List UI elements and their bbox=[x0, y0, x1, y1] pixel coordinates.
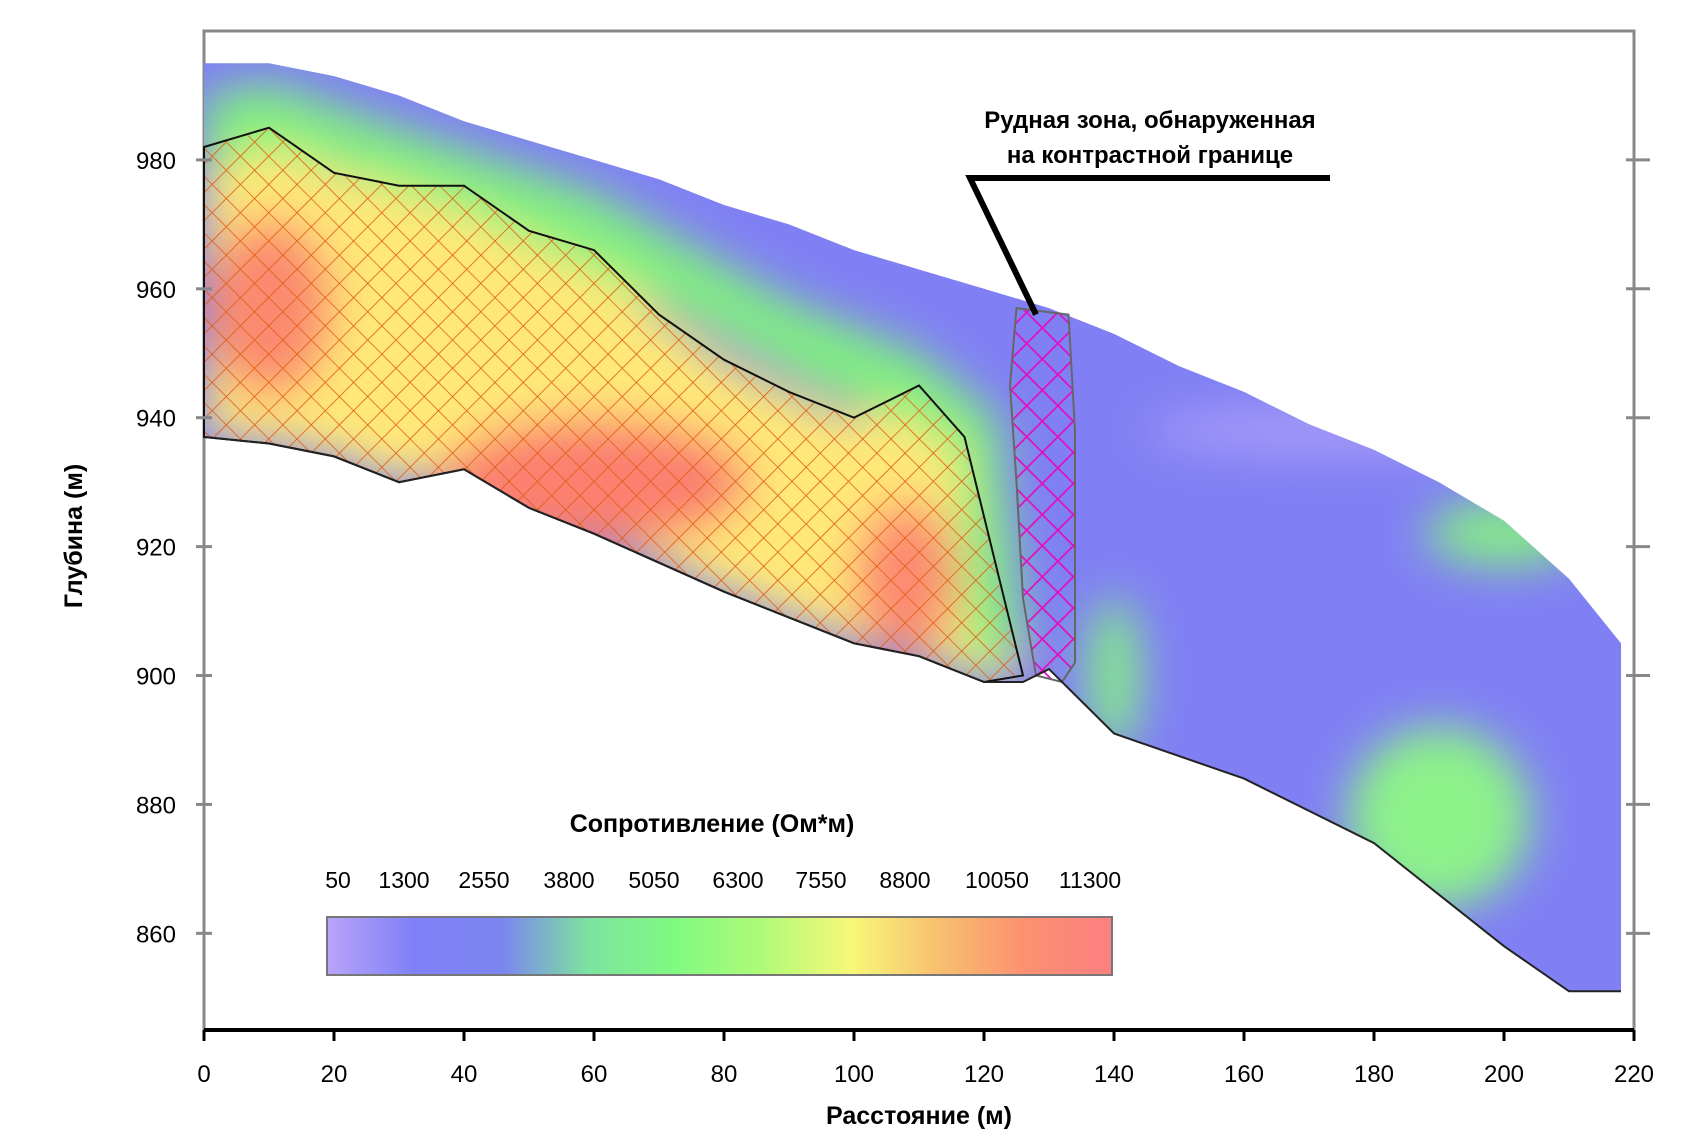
y-tick-label: 960 bbox=[136, 277, 176, 304]
colorbar-label: 3800 bbox=[543, 867, 594, 893]
annotation-line-2: на контрастной границе bbox=[1007, 142, 1293, 169]
y-tick-label: 900 bbox=[136, 664, 176, 691]
ore-zone bbox=[1008, 306, 1076, 684]
section-blob-low-green-1 bbox=[1348, 727, 1530, 908]
section-blob-low-green-2 bbox=[1088, 598, 1140, 753]
x-tick-label: 180 bbox=[1354, 1061, 1394, 1088]
ore-zone-annotation: Рудная зона, обнаруженная на контрастной… bbox=[965, 107, 1330, 316]
colorbar-label: 2550 bbox=[458, 867, 509, 893]
x-tick-label: 80 bbox=[711, 1061, 738, 1088]
x-tick-label: 0 bbox=[197, 1061, 210, 1088]
colorbar-label: 10050 bbox=[965, 867, 1029, 893]
colorbar-label: 7550 bbox=[795, 867, 846, 893]
colorbar-label: 5050 bbox=[628, 867, 679, 893]
x-tick-label: 100 bbox=[834, 1061, 874, 1088]
y-tick-label: 920 bbox=[136, 535, 176, 562]
resistivity-section bbox=[203, 63, 1621, 993]
x-axis: 0 20 40 60 80 100 120 140 160 180 200 220 Расстояни… bbox=[197, 1028, 1654, 1130]
x-tick-label: 60 bbox=[581, 1061, 608, 1088]
x-tick-label: 140 bbox=[1094, 1061, 1134, 1088]
y-axis-title: Глубина (м) bbox=[60, 464, 88, 608]
section-bottom-outline bbox=[203, 436, 1621, 993]
colorbar: Сопротивление (Ом*м) 50 1300 2550 3800 5050 6… bbox=[325, 810, 1121, 976]
x-tick-label: 20 bbox=[321, 1061, 348, 1088]
y-tick-label: 860 bbox=[136, 921, 176, 948]
colorbar-title: Сопротивление (Ом*м) bbox=[570, 810, 855, 838]
annotation-leader-line bbox=[965, 175, 1330, 316]
y-tick-label: 940 bbox=[136, 406, 176, 433]
colorbar-label: 8800 bbox=[879, 867, 930, 893]
x-tick-label: 220 bbox=[1614, 1061, 1654, 1088]
x-tick-label: 40 bbox=[451, 1061, 478, 1088]
y-tick-label: 880 bbox=[136, 792, 176, 819]
x-axis-title: Расстояние (м) bbox=[826, 1102, 1012, 1130]
annotation-line-1: Рудная зона, обнаруженная bbox=[984, 107, 1315, 134]
x-tick-label: 120 bbox=[964, 1061, 1004, 1088]
y-axis: 860 880 900 920 940 960 980 Глубина (м) bbox=[60, 148, 1650, 948]
colorbar-label: 11300 bbox=[1059, 867, 1121, 893]
section-blob-low-violet bbox=[1146, 404, 1537, 457]
colorbar-label: 6300 bbox=[712, 867, 763, 893]
y-tick-label: 980 bbox=[136, 148, 176, 175]
colorbar-label: 50 bbox=[325, 867, 351, 893]
colorbar-bar bbox=[326, 916, 1113, 976]
x-tick-label: 200 bbox=[1484, 1061, 1524, 1088]
colorbar-label: 1300 bbox=[378, 867, 429, 893]
section-blob-low-green-3 bbox=[1426, 501, 1582, 566]
x-tick-label: 160 bbox=[1224, 1061, 1264, 1088]
